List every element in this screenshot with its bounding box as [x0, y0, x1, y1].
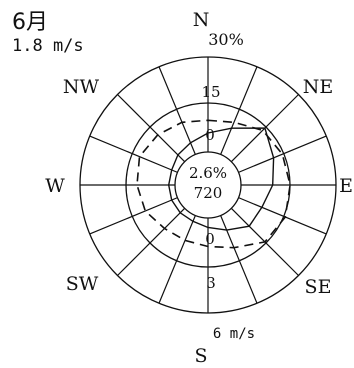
spoke-nne: [220, 66, 258, 155]
spoke-sw: [117, 207, 186, 276]
series-frequency-polygon: [167, 127, 275, 231]
series-mean-speed-polygon: [136, 119, 291, 249]
compass-n: N: [193, 9, 210, 31]
spoke-wnw: [89, 135, 178, 173]
compass-s: S: [194, 345, 207, 367]
spoke-ese: [238, 197, 327, 235]
compass-e: E: [339, 175, 353, 197]
compass-se: SE: [305, 276, 332, 298]
spoke-wsw: [89, 197, 178, 235]
freq-tick-mid: 15: [201, 83, 220, 101]
spoke-ssw: [158, 215, 196, 304]
spoke-ene: [238, 135, 327, 173]
calm-percent: 2.6%: [189, 164, 227, 182]
rose-series: [136, 119, 291, 249]
speed-tick-zero: 0: [205, 230, 215, 248]
speed-tick-mid: 3: [206, 274, 216, 292]
calm-disk: [174, 151, 242, 219]
month-title: 6月: [12, 10, 48, 35]
spoke-nnw: [158, 66, 196, 155]
freq-tick-max: 30%: [208, 30, 244, 49]
freq-tick-zero: 0: [205, 126, 215, 144]
observation-count: 720: [194, 184, 223, 202]
mean-speed-label: 1.8 m/s: [12, 36, 84, 56]
spoke-nw: [117, 94, 186, 163]
compass-nw: NW: [63, 76, 100, 98]
speed-tick-max: 6 m/s: [213, 326, 255, 342]
compass-w: W: [45, 175, 65, 197]
compass-ne: NE: [303, 76, 334, 98]
compass-sw: SW: [66, 273, 99, 295]
